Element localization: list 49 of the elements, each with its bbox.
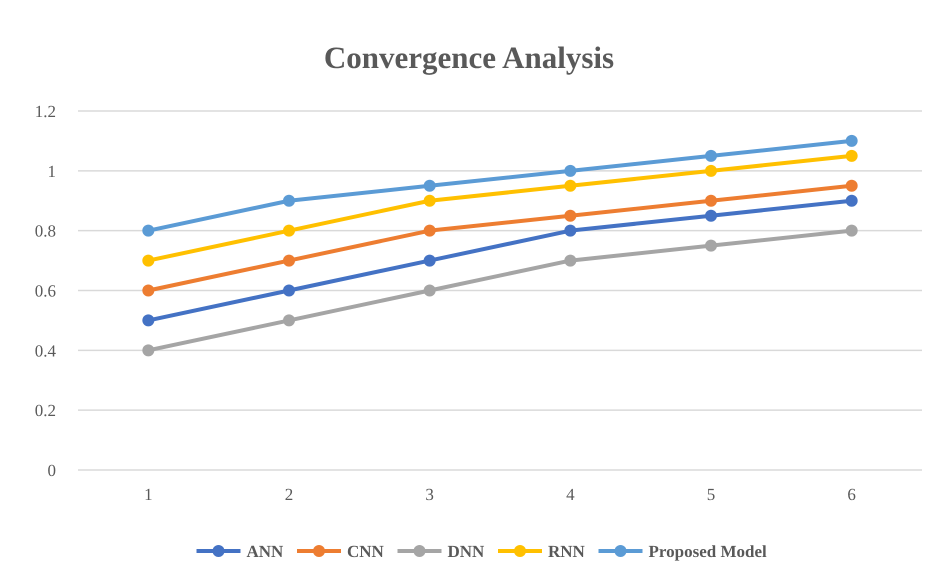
x-tick-label: 5 bbox=[706, 485, 716, 504]
y-tick-label: 0.4 bbox=[34, 341, 56, 360]
point bbox=[846, 134, 858, 147]
point bbox=[424, 194, 436, 207]
chart-title: Convergence Analysis bbox=[324, 40, 614, 75]
point bbox=[424, 254, 436, 267]
point bbox=[424, 180, 436, 192]
point bbox=[142, 284, 154, 296]
y-tick-label: 0.2 bbox=[34, 401, 56, 420]
point bbox=[564, 164, 576, 177]
x-tick-label: 4 bbox=[566, 485, 576, 504]
point bbox=[283, 224, 295, 237]
point bbox=[424, 284, 436, 296]
legend-label: DNN bbox=[448, 542, 486, 561]
x-tick-label: 1 bbox=[144, 485, 153, 504]
point bbox=[283, 194, 295, 207]
point bbox=[564, 210, 576, 222]
y-tick-label: 1 bbox=[48, 162, 56, 181]
point bbox=[283, 254, 295, 267]
x-tick-label: 3 bbox=[425, 485, 434, 504]
point bbox=[846, 180, 858, 192]
point bbox=[142, 254, 154, 267]
point bbox=[424, 224, 436, 237]
legend-label: Proposed Model bbox=[648, 542, 767, 561]
legend-label: RNN bbox=[548, 542, 586, 561]
point bbox=[846, 194, 858, 207]
point bbox=[142, 314, 154, 326]
x-tick-label: 2 bbox=[284, 485, 294, 504]
point bbox=[705, 240, 717, 252]
y-tick-label: 0.6 bbox=[34, 281, 56, 300]
point bbox=[846, 150, 858, 162]
point bbox=[564, 180, 576, 192]
point bbox=[142, 344, 154, 356]
y-tick-label: 0 bbox=[48, 460, 56, 480]
point bbox=[705, 164, 717, 177]
legend-label: CNN bbox=[347, 542, 385, 561]
point bbox=[846, 224, 858, 237]
point bbox=[705, 150, 717, 162]
y-tick-label: 0.8 bbox=[34, 222, 56, 241]
y-tick-label: 1.2 bbox=[34, 102, 56, 121]
legend-label: ANN bbox=[246, 542, 284, 561]
point bbox=[142, 224, 154, 237]
point bbox=[564, 254, 576, 267]
point bbox=[564, 224, 576, 237]
x-tick-label: 6 bbox=[847, 485, 856, 504]
point bbox=[705, 194, 717, 207]
point bbox=[705, 210, 717, 222]
point bbox=[283, 314, 295, 326]
point bbox=[283, 284, 295, 296]
